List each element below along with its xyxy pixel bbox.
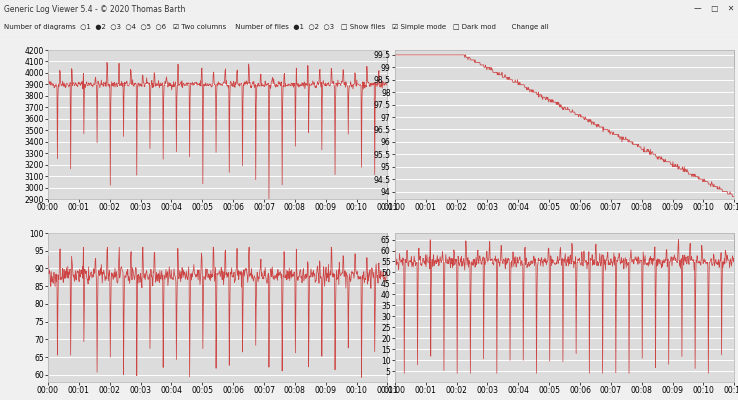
Text: Core Temperatures (avg) [°C]: Core Temperatures (avg) [°C]	[151, 238, 284, 246]
Text: ↓ 2894   Ø 3860   ↑ 4172: ↓ 2894 Ø 3860 ↑ 4172	[52, 54, 149, 64]
Text: Number of diagrams  ○1  ●2  ○3  ○4  ○5  ○6   ☑ Two columns    Number of files  ●: Number of diagrams ○1 ●2 ○3 ○4 ○5 ○6 ☑ T…	[4, 24, 548, 30]
Text: Generic Log Viewer 5.4 - © 2020 Thomas Barth: Generic Log Viewer 5.4 - © 2020 Thomas B…	[4, 4, 185, 14]
Text: Core Clocks (avg) [MHz]: Core Clocks (avg) [MHz]	[163, 54, 272, 64]
Text: Charge Level [%]: Charge Level [%]	[525, 54, 604, 64]
Text: CPU Package Power [W]: CPU Package Power [W]	[511, 238, 618, 246]
Text: ↓ 57   Ø 86.24   ↑ 96: ↓ 57 Ø 86.24 ↑ 96	[52, 238, 133, 246]
Text: ↓ 93.7   Ø 96.71   ↑ 99.5: ↓ 93.7 Ø 96.71 ↑ 99.5	[399, 54, 494, 64]
Text: —    □    ✕: — □ ✕	[694, 4, 734, 14]
Text: ↓ 4.136   Ø 50.48   ↑ 64.89: ↓ 4.136 Ø 50.48 ↑ 64.89	[399, 238, 503, 246]
